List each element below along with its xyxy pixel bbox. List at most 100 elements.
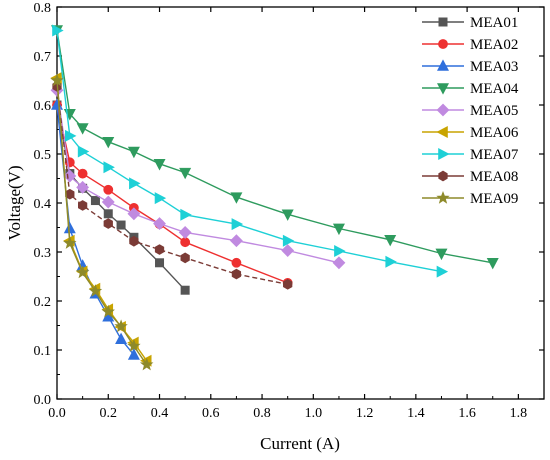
data-point xyxy=(52,24,64,37)
legend-label: MEA03 xyxy=(470,59,518,75)
legend-item-MEA02: MEA02 xyxy=(422,37,518,53)
legend-item-MEA04: MEA04 xyxy=(422,81,519,97)
data-point xyxy=(102,136,115,149)
series-line xyxy=(56,30,442,273)
data-point xyxy=(384,234,397,247)
y-tick-label: 0.8 xyxy=(34,1,52,16)
x-tick-label: 0.0 xyxy=(48,406,66,421)
data-point xyxy=(283,278,293,290)
legend-marker xyxy=(436,190,450,204)
legend: MEA01 MEA02 MEA03 MEA04 MEA05 MEA06 MEA07 MEA08… xyxy=(422,15,519,207)
x-tick-label: 1.4 xyxy=(407,406,425,421)
legend-label: MEA08 xyxy=(470,169,518,185)
data-point xyxy=(180,252,190,264)
data-point xyxy=(180,285,190,295)
legend-marker xyxy=(438,148,450,160)
data-point xyxy=(486,257,499,270)
series-MEA05 xyxy=(50,83,346,270)
x-tick-label: 1.0 xyxy=(305,406,323,421)
data-point xyxy=(127,146,140,159)
data-point xyxy=(101,304,115,318)
legend-marker xyxy=(437,83,449,95)
data-point xyxy=(178,225,192,239)
x-tick-label: 0.6 xyxy=(202,406,220,421)
legend-label: MEA02 xyxy=(470,37,518,53)
data-point xyxy=(63,169,77,183)
data-point xyxy=(231,268,242,280)
y-tick-label: 0.6 xyxy=(34,99,52,114)
legend-item-MEA06: MEA06 xyxy=(422,125,519,141)
y-tick-label: 0.2 xyxy=(34,295,52,310)
y-tick-label: 0.7 xyxy=(34,50,52,65)
data-point xyxy=(65,129,77,142)
data-point xyxy=(77,168,88,179)
y-tick-label: 0.4 xyxy=(34,197,52,212)
legend-item-MEA07: MEA07 xyxy=(422,147,519,163)
data-point xyxy=(154,244,165,255)
data-point xyxy=(103,161,115,174)
x-tick-label: 1.6 xyxy=(458,406,476,421)
data-point xyxy=(76,180,90,194)
data-point xyxy=(129,177,141,190)
series-line xyxy=(56,104,288,284)
data-point xyxy=(127,207,141,221)
legend-item-MEA01: MEA01 xyxy=(422,15,518,31)
x-tick-label: 1.2 xyxy=(356,406,374,421)
data-point xyxy=(103,218,113,229)
legend-marker xyxy=(436,126,448,138)
series-MEA09 xyxy=(50,73,154,371)
legend-item-MEA05: MEA05 xyxy=(422,103,518,119)
series-MEA06 xyxy=(50,72,152,367)
data-point xyxy=(436,265,449,278)
data-point xyxy=(116,220,126,230)
data-point xyxy=(114,319,128,333)
data-point xyxy=(229,234,243,248)
data-point xyxy=(231,218,244,231)
data-point xyxy=(180,208,192,221)
data-point xyxy=(332,223,345,236)
series-layer xyxy=(50,24,499,371)
data-point xyxy=(129,235,139,247)
legend-label: MEA04 xyxy=(470,81,519,97)
data-point xyxy=(231,257,242,268)
series-line xyxy=(56,86,288,285)
series-line xyxy=(56,80,148,366)
data-point xyxy=(385,255,397,268)
axis-ticks: 0.0 0.2 0.4 0.6 0.8 1.0 1.2 1.4 1.6 1.8 0.0 0.1 0.2 0… xyxy=(34,1,544,421)
data-point xyxy=(230,192,243,204)
data-point xyxy=(332,256,346,270)
legend-marker xyxy=(438,17,448,27)
y-tick-label: 0.5 xyxy=(34,148,52,163)
data-point xyxy=(76,123,89,135)
data-point xyxy=(101,195,115,209)
data-point xyxy=(77,145,90,158)
data-point xyxy=(180,237,191,248)
series-line xyxy=(56,104,186,291)
data-point xyxy=(50,73,64,87)
y-tick-label: 0.0 xyxy=(34,393,52,408)
legend-marker xyxy=(438,170,448,182)
data-point xyxy=(115,332,128,345)
data-point xyxy=(103,209,113,219)
y-tick-label: 0.3 xyxy=(34,246,52,261)
data-point xyxy=(435,248,448,261)
data-point xyxy=(153,159,166,171)
y-axis-label: Voltage(V) xyxy=(5,165,24,240)
x-tick-label: 0.2 xyxy=(100,406,118,421)
legend-label: MEA06 xyxy=(470,125,519,141)
data-point xyxy=(334,245,346,258)
legend-marker xyxy=(438,39,448,49)
x-tick-label: 1.8 xyxy=(510,406,528,421)
legend-marker xyxy=(436,103,450,117)
series-MEA04 xyxy=(51,25,499,270)
series-line xyxy=(56,90,340,264)
data-point xyxy=(154,192,167,205)
data-point xyxy=(63,236,77,249)
x-tick-label: 0.4 xyxy=(151,406,169,421)
x-tick-label: 0.8 xyxy=(253,406,271,421)
data-point xyxy=(281,209,294,221)
data-point xyxy=(88,284,103,297)
data-point xyxy=(179,167,192,180)
legend-label: MEA01 xyxy=(470,15,518,31)
